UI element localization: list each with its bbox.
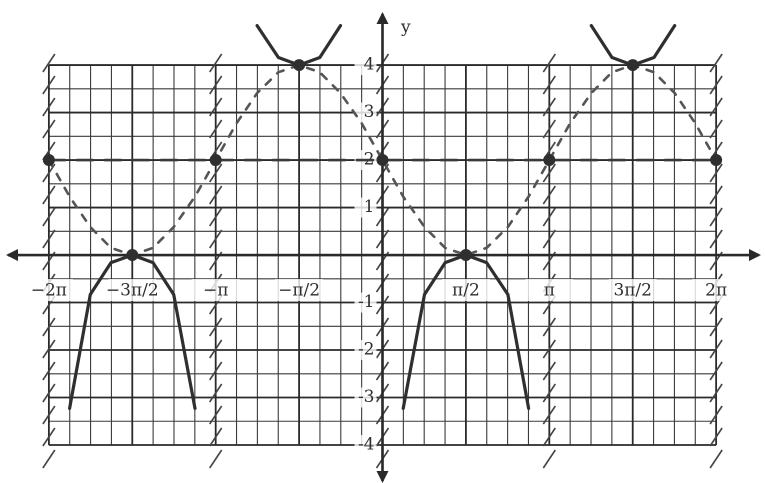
x-tick-label: −π [203,281,228,301]
point [377,154,389,166]
x-tick-label: −π/2 [278,281,320,301]
y-tick-label: 4 [364,55,375,75]
x-tick-label: 2π [705,281,727,301]
y-tick-label: 3 [364,102,375,122]
y-tick-label: 1 [364,197,375,217]
point [293,59,305,71]
y-axis-label: y [400,18,411,38]
page: {"chart_data": { "type": "line", "y_labe… [0,0,765,483]
point [627,59,639,71]
hatch-stroke [543,450,555,468]
x-tick-label: −2π [31,281,67,301]
point [543,154,555,166]
hatch-stroke [43,450,55,468]
point [460,249,472,261]
y-tick-label: -4 [358,435,375,455]
point [43,154,55,166]
hatch-stroke [710,450,722,468]
chart: y −2π−3π/2−π−π/2π/2π3π/22π-4-3-2-11234 [0,0,765,483]
y-tick-label: -2 [358,340,375,360]
point [710,154,722,166]
x-tick-label: −3π/2 [106,281,159,301]
x-tick-label: π/2 [452,281,480,301]
x-tick-label: π [544,281,555,301]
x-tick-label: 3π/2 [613,281,652,301]
hatch-stroke [210,450,222,468]
y-tick-label: -3 [358,387,375,407]
point [210,154,222,166]
y-tick-label: -1 [358,292,375,312]
point [126,249,138,261]
